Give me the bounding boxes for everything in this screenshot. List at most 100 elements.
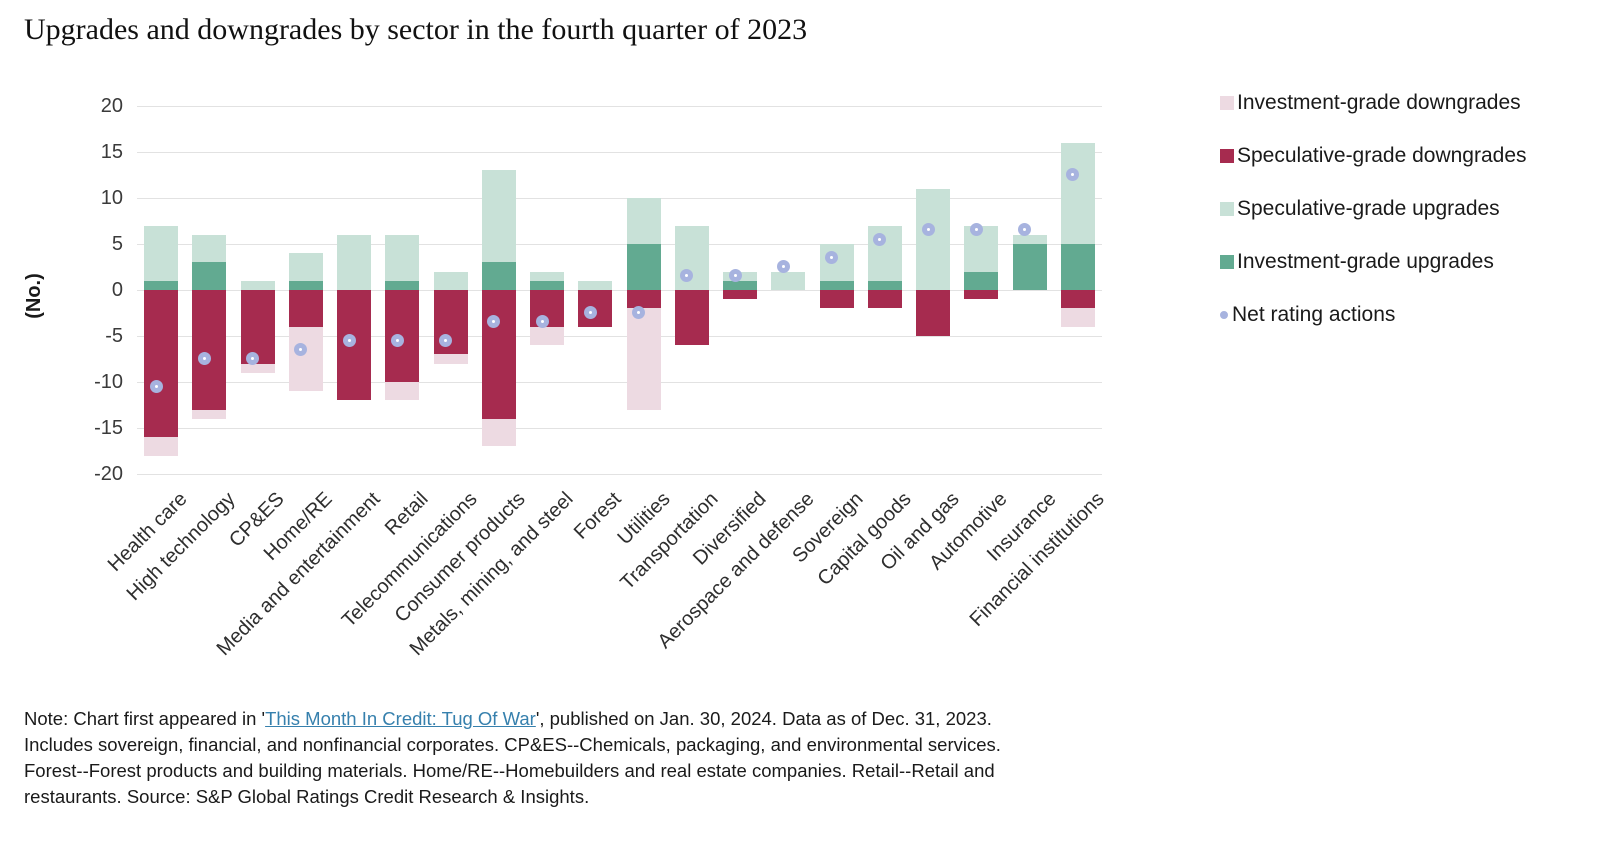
bar-segment-speculative-grade-upgrades	[385, 234, 420, 281]
bar-segment-speculative-grade-upgrades	[867, 225, 902, 281]
net-rating-marker	[825, 250, 839, 264]
bar-segment-investment-grade-upgrades	[288, 280, 323, 290]
bar-segment-investment-grade-upgrades	[964, 271, 999, 290]
chart-title: Upgrades and downgrades by sector in the…	[24, 13, 808, 46]
footnote-line-2: Includes sovereign, financial, and nonfi…	[24, 734, 1001, 755]
bar-segment-speculative-grade-upgrades	[144, 225, 179, 281]
net-rating-marker	[294, 342, 308, 356]
bar-segment-investment-grade-upgrades	[1012, 244, 1047, 290]
bar-segment-speculative-grade-downgrades	[674, 290, 709, 346]
bar-segment-investment-grade-upgrades	[626, 244, 661, 290]
legend-label: Speculative-grade downgrades	[1237, 144, 1527, 167]
net-rating-marker	[149, 379, 163, 393]
footnote-line-1: Note: Chart first appeared in 'This Mont…	[24, 706, 1001, 732]
gridline	[137, 428, 1102, 429]
bar-segment-speculative-grade-upgrades	[433, 271, 468, 290]
legend-label: Investment-grade downgrades	[1237, 91, 1521, 114]
net-rating-marker	[487, 315, 501, 329]
bar-segment-investment-grade-upgrades	[192, 262, 227, 290]
y-tick-label: -5	[105, 325, 123, 347]
net-rating-marker	[535, 315, 549, 329]
net-rating-marker	[921, 223, 935, 237]
y-tick-label: 20	[100, 95, 123, 117]
bar-segment-investment-grade-downgrades	[433, 354, 468, 364]
legend-item-speculative-grade-upgrades: Speculative-grade upgrades	[1220, 197, 1527, 221]
footnote-line-3: Forest--Forest products and building mat…	[24, 760, 995, 781]
y-tick-label: -15	[94, 417, 123, 439]
bar-segment-speculative-grade-downgrades	[433, 290, 468, 355]
legend-label: Speculative-grade upgrades	[1237, 197, 1500, 220]
bar-segment-speculative-grade-downgrades	[192, 290, 227, 410]
bar-segment-speculative-grade-upgrades	[337, 234, 372, 290]
bar-segment-speculative-grade-upgrades	[1012, 234, 1047, 244]
bar-segment-speculative-grade-downgrades	[626, 290, 661, 309]
net-rating-marker	[246, 352, 260, 366]
net-rating-marker	[969, 223, 983, 237]
bar-segment-speculative-grade-upgrades	[626, 198, 661, 244]
footnote: Note: Chart first appeared in 'This Mont…	[24, 706, 1001, 810]
bar-segment-speculative-grade-upgrades	[819, 244, 854, 281]
footnote-line-4: restaurants. Source: S&P Global Ratings …	[24, 786, 590, 807]
bar-segment-speculative-grade-downgrades	[964, 290, 999, 300]
bar-segment-investment-grade-downgrades	[240, 363, 275, 373]
bar-segment-investment-grade-upgrades	[144, 280, 179, 290]
y-tick-label: 10	[100, 187, 123, 209]
net-rating-ring-icon	[1220, 311, 1228, 319]
bar-segment-investment-grade-downgrades	[385, 382, 420, 401]
bar-segment-speculative-grade-downgrades	[144, 290, 179, 438]
gridline	[137, 152, 1102, 153]
note-link[interactable]: This Month In Credit: Tug Of War	[265, 708, 536, 729]
bar-segment-speculative-grade-upgrades	[481, 170, 516, 263]
bar-segment-speculative-grade-upgrades	[578, 280, 613, 290]
legend-label: Net rating actions	[1232, 303, 1396, 326]
bar-segment-investment-grade-downgrades	[530, 326, 565, 346]
net-rating-marker	[873, 232, 887, 246]
legend-swatch-icon	[1220, 255, 1234, 269]
gridline	[137, 244, 1102, 245]
y-tick-label: -10	[94, 371, 123, 393]
net-rating-marker	[439, 333, 453, 347]
bar-segment-investment-grade-upgrades	[867, 280, 902, 290]
bar-segment-speculative-grade-upgrades	[530, 271, 565, 281]
bar-segment-investment-grade-downgrades	[288, 326, 323, 392]
gridline	[137, 290, 1102, 291]
legend-item-net-rating-actions: Net rating actions	[1220, 303, 1527, 327]
legend-item-investment-grade-upgrades: Investment-grade upgrades	[1220, 250, 1527, 274]
y-axis-label: (No.)	[23, 273, 45, 319]
bar-segment-investment-grade-downgrades	[626, 308, 661, 410]
bar-segment-speculative-grade-upgrades	[288, 253, 323, 281]
gridline	[137, 336, 1102, 337]
legend-item-speculative-grade-downgrades: Speculative-grade downgrades	[1220, 144, 1527, 168]
legend-label: Investment-grade upgrades	[1237, 250, 1494, 273]
net-rating-marker	[632, 306, 646, 320]
bar-segment-speculative-grade-downgrades	[867, 290, 902, 309]
gridline	[137, 474, 1102, 475]
net-rating-marker	[680, 269, 694, 283]
bar-segment-speculative-grade-downgrades	[240, 290, 275, 364]
net-rating-marker	[1066, 168, 1080, 182]
bar-segment-speculative-grade-downgrades	[1060, 290, 1095, 309]
y-tick-label: 15	[100, 141, 123, 163]
bar-segment-investment-grade-upgrades	[481, 262, 516, 290]
bar-segment-speculative-grade-downgrades	[916, 290, 951, 336]
bar-segment-speculative-grade-upgrades	[916, 188, 951, 290]
bar-segment-investment-grade-upgrades	[723, 280, 758, 290]
footnote-text: Note: Chart first appeared in '	[24, 708, 266, 729]
bar-segment-investment-grade-downgrades	[192, 409, 227, 419]
y-tick-label: 5	[111, 233, 123, 255]
net-rating-marker	[583, 306, 597, 320]
bar-segment-speculative-grade-downgrades	[723, 290, 758, 300]
net-rating-marker	[390, 333, 404, 347]
y-tick-label: 0	[111, 279, 123, 301]
net-rating-marker	[1018, 223, 1032, 237]
bar-segment-investment-grade-downgrades	[1060, 308, 1095, 327]
bar-segment-speculative-grade-downgrades	[819, 290, 854, 309]
footnote-text: ', published on Jan. 30, 2024. Data as o…	[535, 708, 992, 729]
bar-segment-investment-grade-downgrades	[481, 418, 516, 447]
bar-segment-speculative-grade-upgrades	[1060, 142, 1095, 244]
bar-segment-investment-grade-upgrades	[1060, 244, 1095, 290]
legend-swatch-icon	[1220, 149, 1234, 163]
bar-segment-speculative-grade-upgrades	[674, 225, 709, 290]
bar-segment-speculative-grade-upgrades	[240, 280, 275, 290]
bar-segment-speculative-grade-upgrades	[192, 234, 227, 263]
